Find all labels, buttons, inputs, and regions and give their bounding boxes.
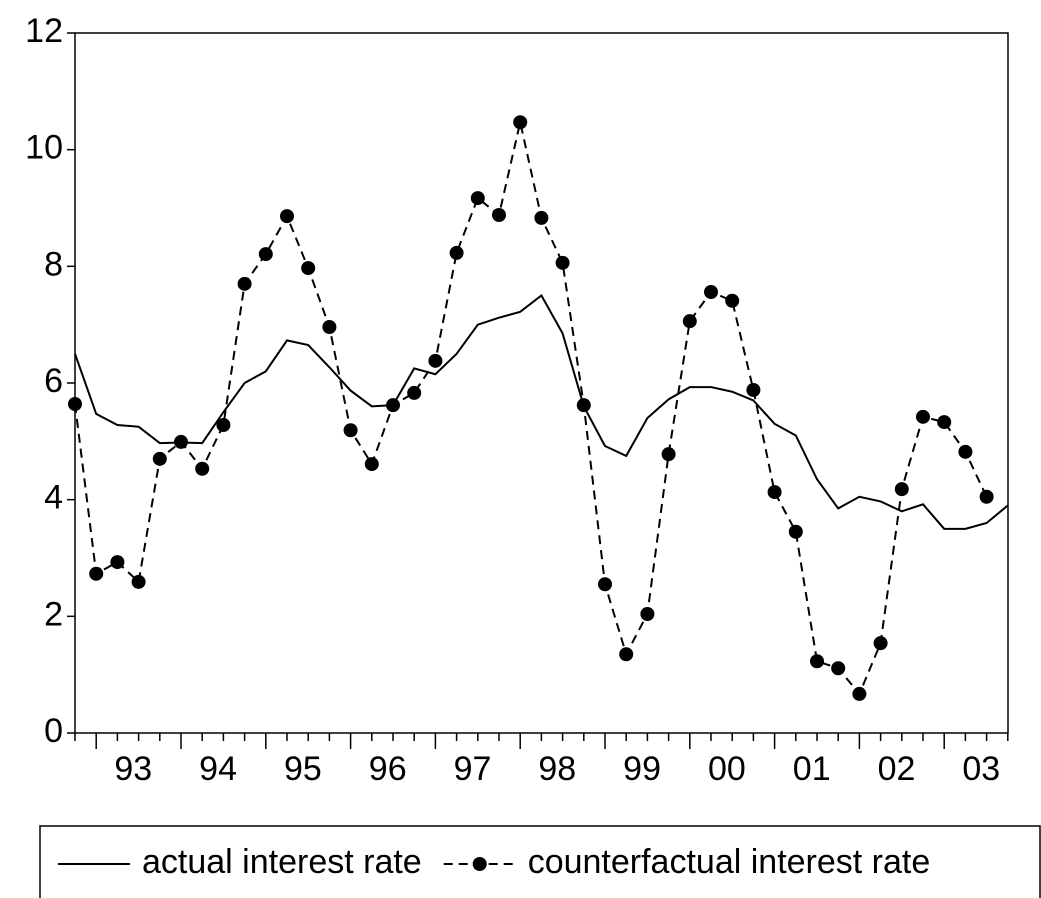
data-point bbox=[428, 353, 443, 368]
data-point bbox=[364, 457, 379, 472]
data-point bbox=[682, 314, 697, 329]
legend-label: actual interest rate bbox=[142, 843, 422, 881]
y-tick-label: 10 bbox=[25, 129, 63, 167]
data-point bbox=[746, 383, 761, 397]
plot-frame bbox=[74, 32, 1009, 734]
x-tick-label: 94 bbox=[199, 750, 237, 788]
x-tick-label: 97 bbox=[454, 750, 492, 788]
x-tick-label: 01 bbox=[793, 750, 831, 788]
data-point bbox=[788, 524, 803, 539]
data-point bbox=[89, 566, 104, 581]
data-point bbox=[958, 444, 973, 459]
data-point bbox=[131, 574, 146, 589]
data-point bbox=[195, 461, 210, 476]
legend-marker bbox=[472, 857, 487, 871]
y-tick-label: 12 bbox=[25, 12, 63, 50]
data-point bbox=[894, 482, 909, 497]
data-point bbox=[831, 661, 846, 676]
data-point bbox=[258, 247, 273, 262]
data-point bbox=[513, 115, 528, 130]
x-tick-label: 03 bbox=[962, 750, 1000, 788]
data-point bbox=[555, 255, 570, 270]
data-point bbox=[470, 191, 485, 206]
data-point bbox=[661, 447, 676, 462]
data-point bbox=[237, 276, 252, 291]
data-point bbox=[280, 209, 294, 224]
data-point bbox=[216, 418, 231, 432]
data-point bbox=[640, 607, 655, 621]
data-point bbox=[916, 409, 930, 424]
data-point bbox=[449, 245, 464, 260]
data-point bbox=[619, 647, 634, 662]
data-point bbox=[68, 397, 82, 411]
y-tick-label: 6 bbox=[44, 362, 63, 400]
data-point bbox=[810, 654, 824, 669]
data-point bbox=[873, 636, 888, 651]
data-point bbox=[110, 555, 125, 570]
y-tick-label: 4 bbox=[44, 479, 63, 517]
data-point bbox=[937, 415, 952, 430]
x-tick-label: 99 bbox=[623, 750, 661, 788]
x-tick-label: 95 bbox=[284, 750, 322, 788]
series-line bbox=[74, 122, 988, 696]
data-point bbox=[407, 385, 422, 400]
data-point bbox=[174, 434, 188, 449]
legend-box bbox=[39, 825, 1041, 898]
data-point bbox=[152, 451, 167, 466]
data-point bbox=[343, 423, 358, 438]
y-tick-label: 2 bbox=[44, 595, 63, 633]
data-point bbox=[492, 208, 506, 222]
series-line bbox=[74, 294, 1009, 530]
x-tick-label: 98 bbox=[538, 750, 576, 788]
y-tick-label: 8 bbox=[44, 245, 63, 283]
data-point bbox=[386, 398, 400, 413]
data-point bbox=[322, 320, 337, 334]
x-tick-label: 02 bbox=[878, 750, 916, 788]
data-point bbox=[576, 398, 591, 413]
x-tick-label: 93 bbox=[114, 750, 152, 788]
data-point bbox=[598, 577, 612, 592]
x-tick-label: 00 bbox=[708, 750, 746, 788]
data-point bbox=[852, 686, 867, 701]
data-point bbox=[704, 285, 718, 299]
data-point bbox=[301, 261, 316, 276]
legend-label: counterfactual interest rate bbox=[528, 843, 931, 881]
data-point bbox=[767, 485, 782, 500]
x-tick-label: 96 bbox=[369, 750, 407, 788]
data-point bbox=[725, 293, 740, 308]
y-tick-label: 0 bbox=[44, 712, 63, 750]
data-point bbox=[534, 210, 549, 225]
data-point bbox=[979, 489, 994, 504]
